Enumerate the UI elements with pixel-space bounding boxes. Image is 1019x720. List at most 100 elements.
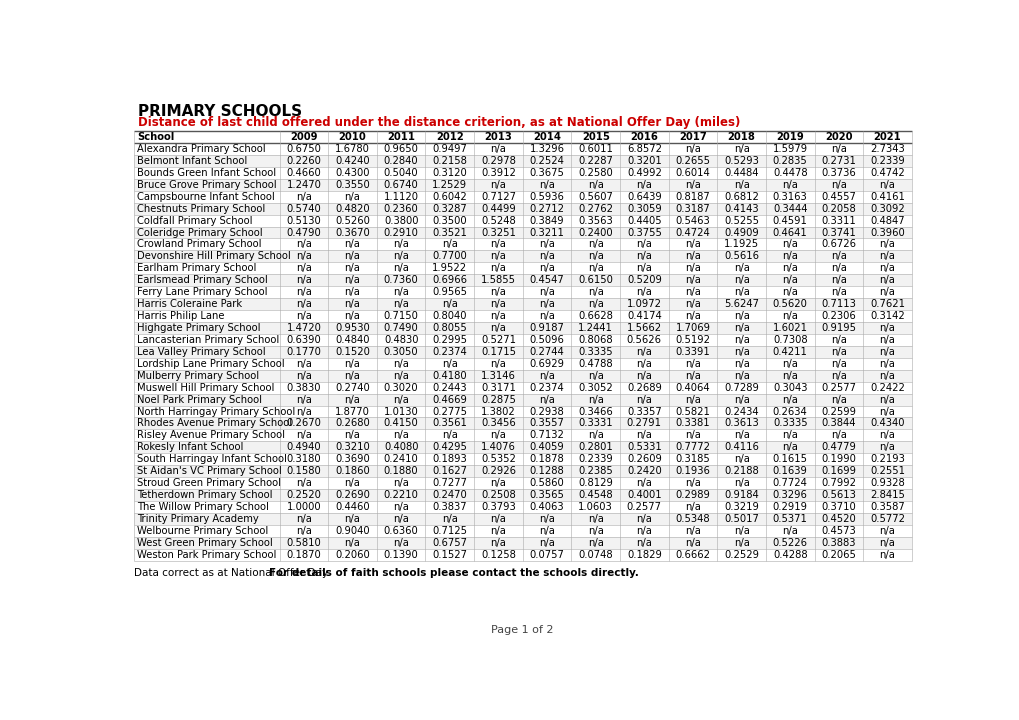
Text: n/a: n/a <box>878 275 895 285</box>
Text: n/a: n/a <box>490 359 505 369</box>
Text: n/a: n/a <box>782 240 798 249</box>
Text: n/a: n/a <box>490 514 505 524</box>
Text: n/a: n/a <box>296 431 312 441</box>
Text: 0.3052: 0.3052 <box>578 382 612 392</box>
Bar <box>133 441 911 454</box>
Text: 1.2441: 1.2441 <box>578 323 612 333</box>
Text: 0.3210: 0.3210 <box>335 442 370 452</box>
Text: n/a: n/a <box>587 251 603 261</box>
Text: 0.2158: 0.2158 <box>432 156 467 166</box>
Text: n/a: n/a <box>878 550 895 559</box>
Text: 0.1715: 0.1715 <box>481 347 516 357</box>
Text: n/a: n/a <box>344 240 360 249</box>
Text: n/a: n/a <box>878 371 895 381</box>
Text: 0.2210: 0.2210 <box>383 490 418 500</box>
Text: n/a: n/a <box>587 240 603 249</box>
Text: 0.5936: 0.5936 <box>529 192 564 202</box>
Text: n/a: n/a <box>587 287 603 297</box>
Text: 0.1870: 0.1870 <box>286 550 321 559</box>
Bar <box>133 454 911 465</box>
Text: n/a: n/a <box>685 478 700 488</box>
Text: 0.4240: 0.4240 <box>335 156 370 166</box>
Text: n/a: n/a <box>539 526 554 536</box>
Text: 0.4660: 0.4660 <box>286 168 321 178</box>
Text: 0.5096: 0.5096 <box>529 335 564 345</box>
Bar <box>133 382 911 394</box>
Text: 0.5331: 0.5331 <box>627 442 661 452</box>
Text: 0.3755: 0.3755 <box>627 228 661 238</box>
Text: 0.4288: 0.4288 <box>772 550 807 559</box>
Text: 0.3800: 0.3800 <box>383 215 418 225</box>
Text: 0.2835: 0.2835 <box>772 156 807 166</box>
Text: 0.2287: 0.2287 <box>578 156 612 166</box>
Text: 2012: 2012 <box>435 132 464 142</box>
Text: n/a: n/a <box>685 311 700 321</box>
Text: 0.2524: 0.2524 <box>529 156 564 166</box>
Text: 6.8572: 6.8572 <box>627 144 661 154</box>
Text: 0.1829: 0.1829 <box>627 550 661 559</box>
Text: 0.9184: 0.9184 <box>723 490 758 500</box>
Text: 0.2978: 0.2978 <box>481 156 516 166</box>
Text: 0.4150: 0.4150 <box>383 418 418 428</box>
Bar <box>133 549 911 561</box>
Text: n/a: n/a <box>782 251 798 261</box>
Text: n/a: n/a <box>733 371 749 381</box>
Text: n/a: n/a <box>878 538 895 548</box>
Text: 0.3287: 0.3287 <box>432 204 467 214</box>
Text: n/a: n/a <box>539 514 554 524</box>
Text: 0.7277: 0.7277 <box>432 478 467 488</box>
Bar <box>133 370 911 382</box>
Bar <box>133 191 911 202</box>
Text: n/a: n/a <box>685 240 700 249</box>
Text: n/a: n/a <box>685 287 700 297</box>
Text: 0.9530: 0.9530 <box>335 323 370 333</box>
Text: 0.4909: 0.4909 <box>723 228 758 238</box>
Text: 0.6042: 0.6042 <box>432 192 467 202</box>
Text: Coleridge Primary School: Coleridge Primary School <box>137 228 262 238</box>
Text: 1.6780: 1.6780 <box>335 144 370 154</box>
Text: n/a: n/a <box>636 514 651 524</box>
Bar <box>133 215 911 227</box>
Text: Page 1 of 2: Page 1 of 2 <box>491 625 553 634</box>
Text: 0.2775: 0.2775 <box>432 407 467 417</box>
Text: Trinity Primary Academy: Trinity Primary Academy <box>137 514 258 524</box>
Text: 0.6750: 0.6750 <box>286 144 321 154</box>
Text: 0.5860: 0.5860 <box>529 478 564 488</box>
Text: 0.3043: 0.3043 <box>772 382 807 392</box>
Text: 0.5821: 0.5821 <box>675 407 709 417</box>
Text: n/a: n/a <box>393 287 409 297</box>
Text: 0.3092: 0.3092 <box>869 204 904 214</box>
Text: n/a: n/a <box>733 478 749 488</box>
Text: 0.5130: 0.5130 <box>286 215 321 225</box>
Text: 0.4116: 0.4116 <box>723 442 758 452</box>
Bar <box>133 298 911 310</box>
Text: 0.3171: 0.3171 <box>481 382 516 392</box>
Text: 0.3793: 0.3793 <box>481 502 516 512</box>
Text: n/a: n/a <box>878 347 895 357</box>
Text: 0.6439: 0.6439 <box>627 192 661 202</box>
Text: n/a: n/a <box>490 240 505 249</box>
Bar <box>133 167 911 179</box>
Text: n/a: n/a <box>393 371 409 381</box>
Text: Lea Valley Primary School: Lea Valley Primary School <box>137 347 265 357</box>
Text: 0.7490: 0.7490 <box>383 323 418 333</box>
Text: n/a: n/a <box>344 371 360 381</box>
Text: n/a: n/a <box>685 144 700 154</box>
Bar <box>133 346 911 358</box>
Text: 0.2740: 0.2740 <box>335 382 370 392</box>
Text: n/a: n/a <box>344 192 360 202</box>
Bar <box>133 501 911 513</box>
Text: 0.7150: 0.7150 <box>383 311 418 321</box>
Text: 1.2470: 1.2470 <box>286 180 321 190</box>
Text: 0.3219: 0.3219 <box>723 502 758 512</box>
Text: 0.2410: 0.2410 <box>383 454 418 464</box>
Text: 0.1520: 0.1520 <box>335 347 370 357</box>
Text: 0.4180: 0.4180 <box>432 371 467 381</box>
Text: 0.4001: 0.4001 <box>627 490 661 500</box>
Text: School: School <box>137 132 174 142</box>
Text: Rokesly Infant School: Rokesly Infant School <box>137 442 243 452</box>
Text: 0.9497: 0.9497 <box>432 144 467 154</box>
Text: 0.1893: 0.1893 <box>432 454 467 464</box>
Text: West Green Primary School: West Green Primary School <box>137 538 272 548</box>
Text: n/a: n/a <box>587 395 603 405</box>
